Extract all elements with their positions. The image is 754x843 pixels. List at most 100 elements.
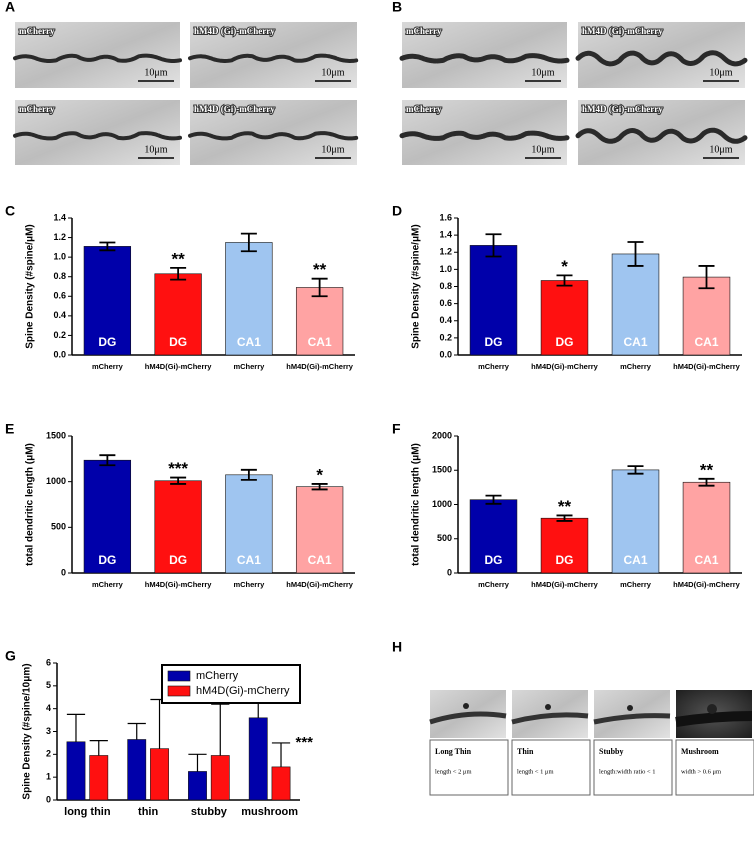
significance: *** xyxy=(168,459,188,478)
x-tick-label: hM4D(Gi)-mCherry xyxy=(673,580,741,589)
y-tick-label: 0.8 xyxy=(439,281,452,291)
dendrite xyxy=(575,50,748,67)
y-tick-label: 1.0 xyxy=(53,252,66,262)
x-tick-label: mCherry xyxy=(92,580,124,589)
spine-head xyxy=(627,705,633,711)
image-label: hM4D (Gi)-mCherry xyxy=(194,104,275,114)
y-tick-label: 500 xyxy=(437,533,452,543)
y-tick-label: 0.4 xyxy=(439,315,452,325)
x-tick-label: thin xyxy=(138,806,158,818)
x-tick-label: hM4D(Gi)-mCherry xyxy=(673,362,741,371)
caption-box xyxy=(675,739,754,796)
panel-label: F xyxy=(392,421,401,437)
x-tick-label: mCherry xyxy=(92,362,124,371)
spine-criterion: length < 2 μm xyxy=(435,768,472,775)
error-bar xyxy=(240,468,257,481)
y-tick-label: 0.8 xyxy=(53,271,66,281)
y-tick-label: 0.0 xyxy=(439,349,452,359)
bar xyxy=(150,748,169,801)
bar xyxy=(225,242,273,356)
error-bar xyxy=(311,277,328,298)
error-bar xyxy=(271,742,291,767)
y-tick-label: 0.6 xyxy=(439,298,452,308)
bar-label: CA1 xyxy=(237,553,261,567)
y-axis-label: total dendritic length (μM) xyxy=(411,443,422,566)
spine-name: Thin xyxy=(517,747,534,756)
image-label: mCherry xyxy=(19,104,55,114)
y-tick-label: 0.6 xyxy=(53,291,66,301)
y-tick-label: 0.0 xyxy=(53,349,66,359)
bar xyxy=(611,469,660,574)
y-tick-label: 0 xyxy=(447,567,452,577)
bar-label: DG xyxy=(485,335,503,349)
bar-label: DG xyxy=(98,553,116,567)
panel-label: H xyxy=(392,639,402,655)
bar-label: CA1 xyxy=(308,553,332,567)
dendrite xyxy=(575,127,748,144)
bar xyxy=(154,273,202,356)
x-tick-label: mCherry xyxy=(233,362,265,371)
significance: * xyxy=(561,257,568,276)
error-bar xyxy=(99,454,116,467)
y-tick-label: 1.6 xyxy=(439,212,452,222)
image-label: hM4D (Gi)-mCherry xyxy=(582,26,663,36)
bar-label: DG xyxy=(556,553,574,567)
y-axis-label: Spine Density (#spine/μM) xyxy=(411,224,422,348)
panel-label: B xyxy=(392,0,402,15)
bar xyxy=(89,755,109,801)
bar-label: CA1 xyxy=(237,335,261,349)
error-bar xyxy=(556,274,573,287)
panel-label: A xyxy=(5,0,15,15)
bar xyxy=(83,246,132,356)
error-bar xyxy=(698,265,715,290)
scale-label: 10μm xyxy=(531,67,554,78)
image-label: hM4D (Gi)-mCherry xyxy=(194,26,275,36)
spine-head xyxy=(545,704,551,710)
scale-label: 10μm xyxy=(709,144,732,155)
bar-label: DG xyxy=(556,335,574,349)
panel-label: E xyxy=(5,421,14,437)
spine-dendrite xyxy=(429,711,507,725)
spine-head xyxy=(463,703,469,709)
error-bar xyxy=(170,476,187,485)
y-tick-label: 6 xyxy=(46,657,51,667)
y-tick-label: 0.4 xyxy=(53,310,66,320)
x-tick-label: hM4D(Gi)-mCherry xyxy=(531,580,599,589)
panel-label: C xyxy=(5,203,15,219)
dendrite xyxy=(399,130,570,141)
bar-label: CA1 xyxy=(623,553,647,567)
spine-criterion: length < 1 μm xyxy=(517,768,554,775)
scale-label: 10μm xyxy=(709,67,732,78)
y-axis-label: total dendritic length (μM) xyxy=(25,443,36,566)
y-tick-label: 1.2 xyxy=(53,232,66,242)
spine-name: Stubby xyxy=(599,747,623,756)
bar xyxy=(682,276,731,356)
bar-label: CA1 xyxy=(308,335,332,349)
spine-dendrite xyxy=(675,711,753,727)
y-tick-label: 4 xyxy=(46,703,51,713)
significance: ** xyxy=(558,497,572,516)
legend-swatch xyxy=(167,685,191,697)
x-tick-label: hM4D(Gi)-mCherry xyxy=(145,580,213,589)
dendrite xyxy=(188,53,359,63)
bar xyxy=(271,766,291,801)
x-tick-label: stubby xyxy=(191,806,228,818)
error-bar xyxy=(188,753,207,772)
image-label: mCherry xyxy=(406,26,442,36)
bar xyxy=(188,771,207,801)
spine-criterion: length:width ratio < 1 xyxy=(599,768,656,775)
bar-label: DG xyxy=(169,335,187,349)
x-tick-label: long thin xyxy=(64,806,111,818)
error-bar xyxy=(627,465,644,475)
image-label: mCherry xyxy=(19,26,55,36)
legend-label: hM4D(Gi)-mCherry xyxy=(196,685,290,697)
bar xyxy=(127,739,147,801)
error-bar xyxy=(89,740,108,756)
error-bar xyxy=(99,241,116,252)
scale-label: 10μm xyxy=(321,67,344,78)
spine-dendrite xyxy=(593,713,671,725)
y-tick-label: 1.2 xyxy=(439,247,452,257)
scale-label: 10μm xyxy=(144,144,167,155)
